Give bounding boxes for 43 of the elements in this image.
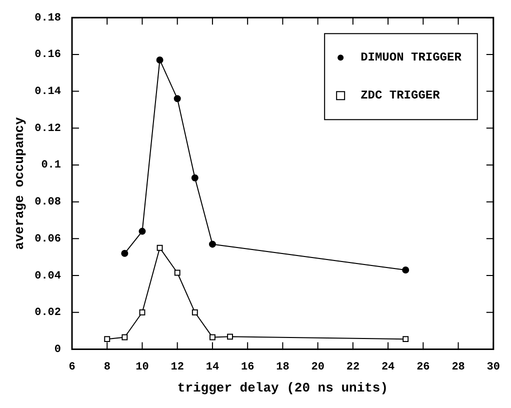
- x-tick-label: 26: [416, 362, 430, 374]
- x-tick-label: 10: [136, 362, 149, 374]
- x-tick-label: 20: [311, 362, 324, 374]
- x-tick-label: 8: [104, 362, 111, 374]
- x-tick-label: 28: [452, 362, 466, 374]
- x-tick-label: 14: [206, 362, 220, 374]
- x-axis-title: trigger delay (20 ns units): [177, 380, 388, 396]
- y-tick-label: 0.04: [34, 270, 62, 282]
- y-tick-label: 0.02: [34, 307, 62, 320]
- x-tick-label: 24: [381, 362, 396, 374]
- point: [156, 244, 163, 251]
- point: [209, 334, 216, 340]
- point: [174, 95, 181, 102]
- y-tick-label: 0: [54, 344, 62, 356]
- point: [122, 334, 128, 340]
- point: [208, 240, 216, 248]
- y-tick-label: 0.1: [41, 160, 62, 172]
- point: [156, 56, 164, 64]
- point: [192, 309, 198, 316]
- x-tick-label: 22: [346, 362, 360, 374]
- y-tick-label: 0.08: [34, 196, 62, 209]
- y-tick-label: 0.14: [34, 86, 62, 98]
- point: [191, 174, 198, 182]
- x-tick-label: 12: [170, 362, 184, 374]
- x-tick-label: 16: [240, 362, 254, 374]
- point: [227, 334, 233, 340]
- point: [402, 266, 410, 274]
- point: [402, 336, 409, 342]
- x-tick-label: 30: [486, 362, 500, 374]
- point: [174, 270, 180, 276]
- legend-label: DIMUON TRIGGER: [360, 50, 462, 65]
- legend-label: ZDC TRIGGER: [360, 88, 441, 103]
- point: [139, 309, 146, 316]
- x-tick-label: 18: [276, 362, 290, 374]
- y-tick-label: 0.12: [34, 122, 62, 135]
- y-tick-label: 0.18: [34, 12, 62, 24]
- point: [104, 336, 110, 342]
- point: [121, 250, 128, 257]
- point: [138, 228, 146, 235]
- x-tick-label: 6: [68, 362, 76, 374]
- y-tick-label: 0.06: [34, 233, 62, 246]
- y-axis-title: average occupancy: [12, 116, 28, 250]
- y-tick-label: 0.16: [34, 49, 62, 62]
